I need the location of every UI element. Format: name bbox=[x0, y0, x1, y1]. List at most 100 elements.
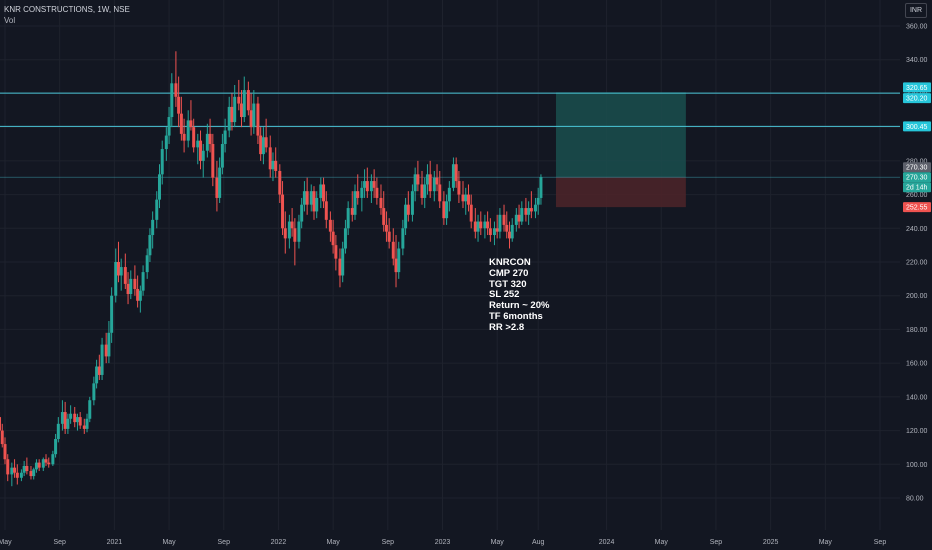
candle-body bbox=[287, 221, 291, 239]
candle-body bbox=[451, 164, 455, 188]
candle-body bbox=[66, 418, 70, 429]
candle-body bbox=[492, 228, 496, 236]
candle-body bbox=[104, 344, 108, 357]
candle-body bbox=[240, 103, 244, 118]
chart-header: KNR CONSTRUCTIONS, 1W, NSE Vol bbox=[4, 4, 130, 26]
candle-body bbox=[438, 184, 442, 202]
price-tick-label: 100.00 bbox=[906, 462, 928, 469]
candle-body bbox=[95, 366, 99, 384]
candle-body bbox=[293, 228, 297, 242]
candle-body bbox=[157, 174, 161, 200]
candle-body bbox=[305, 191, 309, 205]
time-tick-label: 2024 bbox=[599, 539, 615, 546]
time-tick-label: May bbox=[491, 539, 505, 546]
candle-body bbox=[223, 130, 227, 144]
time-tick-label: May bbox=[162, 539, 176, 546]
candle-body bbox=[256, 103, 260, 136]
time-axis[interactable]: May Sep 2021 May Sep 2022 May Sep 2023 May Aug 2024… bbox=[0, 532, 932, 550]
candle-body bbox=[34, 462, 38, 470]
target-zone bbox=[555, 92, 686, 178]
price-tick-label: 180.00 bbox=[906, 327, 928, 334]
candle-body bbox=[13, 467, 17, 473]
candle-body bbox=[315, 197, 319, 212]
candle-body bbox=[201, 150, 205, 161]
price-label-text: 2d 14h bbox=[906, 185, 928, 192]
candle-body bbox=[114, 262, 118, 296]
candle-body bbox=[476, 221, 480, 232]
candle-body bbox=[432, 177, 436, 192]
candle-body bbox=[473, 221, 477, 232]
candle-body bbox=[259, 135, 263, 155]
candle-body bbox=[343, 228, 347, 249]
time-tick-label: Sep bbox=[874, 539, 887, 546]
candle-body bbox=[78, 417, 82, 426]
candle-body bbox=[129, 278, 133, 295]
price-tick-label: 200.00 bbox=[906, 293, 928, 300]
price-tick-label: 240.00 bbox=[906, 226, 928, 233]
candle-body bbox=[375, 187, 379, 198]
note-line: TGT 320 bbox=[489, 278, 527, 290]
candle-body bbox=[249, 110, 253, 128]
candle-body bbox=[278, 170, 282, 195]
candle-body bbox=[350, 208, 354, 215]
candle-body bbox=[464, 194, 468, 202]
candle-body bbox=[123, 267, 127, 284]
candle-body bbox=[290, 221, 294, 229]
candle-body bbox=[309, 191, 313, 205]
candle-body bbox=[75, 417, 79, 423]
symbol-title[interactable]: KNR CONSTRUCTIONS, 1W, NSE bbox=[4, 5, 130, 14]
candle-body bbox=[155, 199, 159, 220]
candle-body bbox=[246, 90, 250, 111]
horizontal-levels[interactable] bbox=[0, 92, 900, 178]
candle-body bbox=[404, 204, 408, 229]
price-tick-label: 360.00 bbox=[906, 24, 928, 31]
candle-body bbox=[167, 117, 171, 136]
candle-body bbox=[406, 204, 410, 215]
candle-body bbox=[177, 96, 181, 114]
candle-body bbox=[520, 208, 524, 222]
candle-body bbox=[507, 231, 511, 239]
candle-body bbox=[141, 272, 145, 291]
candle-body bbox=[483, 221, 487, 229]
candle-body bbox=[420, 184, 424, 198]
candle-body bbox=[505, 224, 509, 232]
candle-body bbox=[274, 160, 278, 171]
candle-body bbox=[369, 181, 373, 192]
candle-body bbox=[215, 177, 219, 198]
candle-body bbox=[6, 459, 10, 475]
price-tick-label: 220.00 bbox=[906, 260, 928, 267]
candle-body bbox=[15, 472, 19, 478]
candle-body bbox=[56, 423, 60, 439]
candle-body bbox=[37, 462, 41, 468]
note-line: RR >2.8 bbox=[489, 321, 525, 333]
price-label-box bbox=[903, 202, 931, 213]
volume-label[interactable]: Vol bbox=[4, 16, 16, 25]
candle-body bbox=[237, 96, 241, 104]
candle-body bbox=[107, 332, 111, 357]
candle-body bbox=[536, 197, 540, 205]
candle-body bbox=[211, 144, 215, 178]
candle-body bbox=[379, 197, 383, 209]
currency-button[interactable]: INR bbox=[905, 3, 927, 18]
candle-body bbox=[428, 174, 432, 192]
candle-body bbox=[498, 214, 502, 232]
candle-body bbox=[425, 174, 429, 185]
candle-body bbox=[264, 137, 268, 148]
candle-body bbox=[382, 208, 386, 225]
candle-body bbox=[133, 278, 137, 289]
time-tick-label: 2022 bbox=[271, 539, 287, 546]
time-tick-label: 2023 bbox=[435, 539, 451, 546]
candle-body bbox=[136, 288, 140, 301]
note-line: CMP 270 bbox=[489, 267, 529, 279]
note-line: TF 6months bbox=[489, 310, 543, 322]
candle-body bbox=[47, 462, 51, 465]
candle-body bbox=[372, 181, 376, 188]
price-label-box bbox=[903, 182, 931, 193]
price-label-text: 252.55 bbox=[906, 205, 928, 212]
candle-body bbox=[126, 283, 130, 295]
candle-body bbox=[116, 262, 120, 276]
candle-body bbox=[363, 181, 367, 188]
candle-body bbox=[29, 471, 33, 477]
candle-body bbox=[283, 228, 287, 239]
